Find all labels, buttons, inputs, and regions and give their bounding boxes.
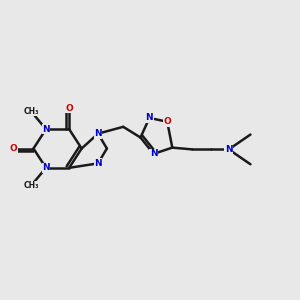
Text: N: N: [94, 129, 102, 138]
Text: N: N: [146, 113, 153, 122]
Text: CH₃: CH₃: [23, 181, 39, 190]
Text: N: N: [94, 159, 102, 168]
Text: CH₃: CH₃: [23, 107, 39, 116]
Text: N: N: [225, 145, 232, 154]
Text: O: O: [9, 144, 17, 153]
Text: O: O: [164, 117, 171, 126]
Text: N: N: [42, 125, 50, 134]
Text: O: O: [65, 104, 73, 113]
Text: N: N: [42, 163, 50, 172]
Text: N: N: [150, 149, 158, 158]
